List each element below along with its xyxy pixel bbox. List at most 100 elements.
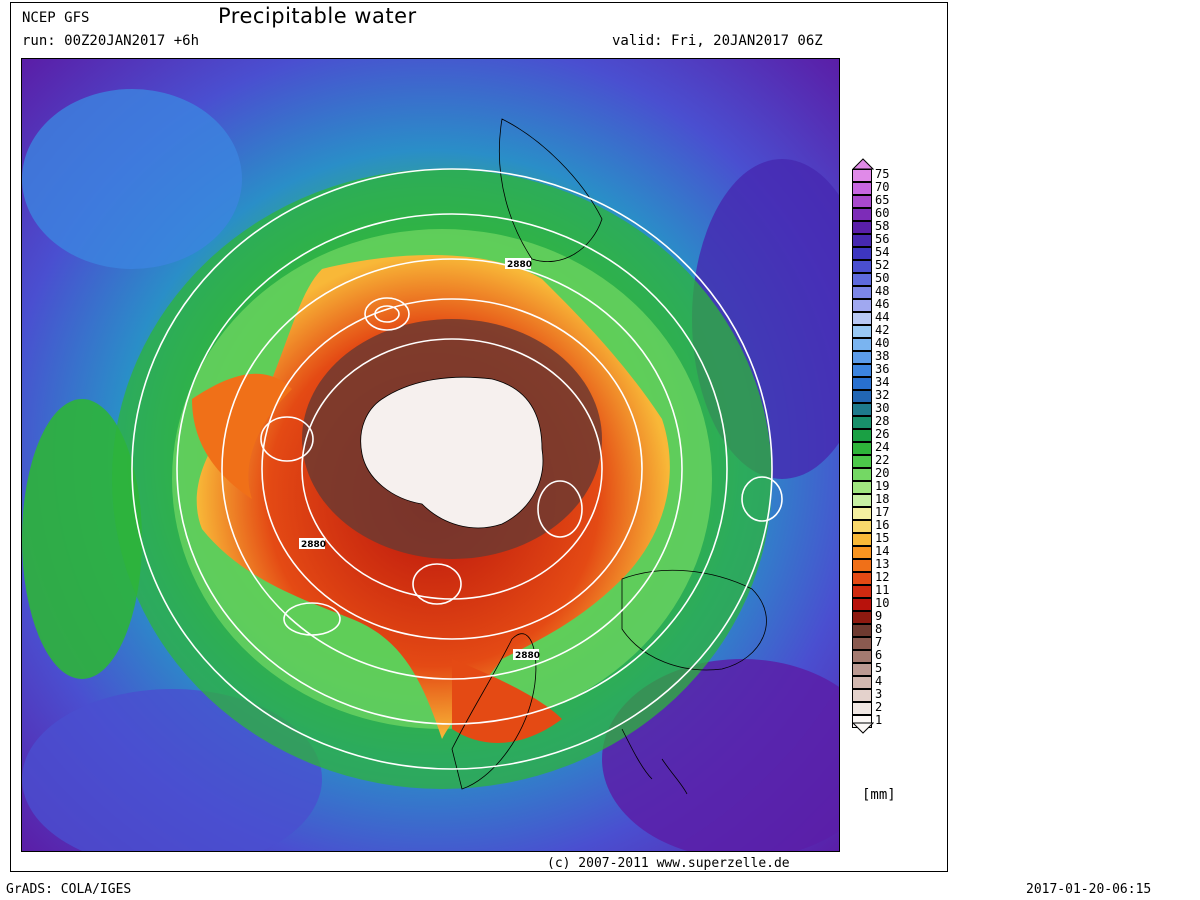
- legend-label: 28: [875, 414, 890, 428]
- legend-swatch: [852, 650, 872, 663]
- legend-entry: 6: [852, 649, 942, 663]
- legend-label: 3: [875, 687, 883, 701]
- legend-label: 10: [875, 596, 890, 610]
- legend-swatch: [852, 403, 872, 416]
- map-canvas: 2880 2880 2880: [22, 59, 839, 851]
- legend-label: 38: [875, 349, 890, 363]
- legend-label: 16: [875, 518, 890, 532]
- legend-swatch: [852, 169, 872, 182]
- legend-label: 5: [875, 661, 883, 675]
- legend-label: 18: [875, 492, 890, 506]
- legend-entry: 34: [852, 376, 942, 390]
- legend-swatch: [852, 637, 872, 650]
- legend-label: 13: [875, 557, 890, 571]
- legend-entry: 65: [852, 193, 942, 208]
- australia-outline: [621, 569, 767, 671]
- legend-bottom-arrow: [852, 722, 874, 734]
- legend-swatch: [852, 221, 872, 234]
- legend-entry: 28: [852, 414, 942, 429]
- contour-label-box: [299, 538, 325, 549]
- legend-label: 70: [875, 180, 890, 194]
- contour-line: [537, 480, 583, 538]
- legend-entry: 12: [852, 571, 942, 585]
- legend-entry: 3: [852, 687, 942, 702]
- legend-label: 19: [875, 479, 890, 493]
- model-name: NCEP GFS: [22, 10, 90, 26]
- legend-label: 42: [875, 323, 890, 337]
- africa-outline: [499, 118, 603, 262]
- contour-label: 2880: [515, 651, 540, 661]
- legend-entry: 17: [852, 506, 942, 520]
- contour-line: [260, 416, 314, 462]
- legend-entry: 70: [852, 180, 942, 195]
- legend-swatch: [852, 260, 872, 273]
- legend-swatch: [852, 416, 872, 429]
- legend-entry: 56: [852, 233, 942, 247]
- legend-label: 2: [875, 700, 883, 714]
- legend-swatch: [852, 338, 872, 351]
- legend-swatch: [852, 286, 872, 299]
- color-legend: 75 70 65 60 58 56 54 52 50 48 46 44 42 40 38 36 34 32 30 28…: [852, 158, 942, 738]
- legend-entry: 30: [852, 402, 942, 416]
- precipitable-water-map: 2880 2880 2880: [21, 58, 840, 852]
- run-time: run: 00Z20JAN2017 +6h: [22, 33, 200, 49]
- contour-line: [741, 476, 783, 522]
- legend-swatch: [852, 533, 872, 546]
- legend-swatch: [852, 377, 872, 390]
- legend-label: 14: [875, 544, 890, 558]
- legend-swatch: [852, 299, 872, 312]
- moist-region: [22, 89, 242, 269]
- legend-unit: [mm]: [862, 787, 896, 803]
- legend-label: 9: [875, 609, 883, 623]
- generation-timestamp: 2017-01-20-06:15: [1026, 882, 1152, 897]
- legend-label: 7: [875, 635, 883, 649]
- legend-entry: 60: [852, 207, 942, 221]
- legend-entry: 10: [852, 596, 942, 611]
- legend-swatch: [852, 468, 872, 481]
- legend-swatch: [852, 312, 872, 325]
- legend-label: 40: [875, 336, 890, 350]
- legend-label: 11: [875, 583, 890, 597]
- legend-swatch: [852, 611, 872, 624]
- contour-line: [221, 258, 683, 680]
- contour-line: [176, 213, 728, 725]
- dry-arm: [192, 373, 292, 499]
- legend-label: 20: [875, 466, 890, 480]
- legend-swatch: [852, 442, 872, 455]
- legend-entry: 18: [852, 492, 942, 507]
- legend-label: 46: [875, 297, 890, 311]
- new-zealand-outline: [621, 728, 688, 795]
- legend-swatch: [852, 624, 872, 637]
- legend-swatch: [852, 195, 872, 208]
- legend-swatch: [852, 676, 872, 689]
- legend-entry: 16: [852, 518, 942, 533]
- legend-swatch: [852, 234, 872, 247]
- moist-region: [22, 399, 142, 679]
- legend-entry: 11: [852, 583, 942, 598]
- contour-line: [283, 602, 341, 636]
- legend-entry: 46: [852, 297, 942, 312]
- legend-label: 36: [875, 362, 890, 376]
- legend-label: 1: [875, 713, 883, 727]
- legend-swatch: [852, 494, 872, 507]
- grads-credit: GrADS: COLA/IGES: [6, 882, 132, 897]
- legend-entry: 8: [852, 622, 942, 637]
- legend-entry: 14: [852, 544, 942, 559]
- geopotential-contours: [131, 168, 783, 770]
- legend-entry: 24: [852, 440, 942, 455]
- contour-line: [131, 168, 773, 770]
- legend-label: 24: [875, 440, 890, 454]
- legend-entry: 42: [852, 323, 942, 338]
- legend-swatch: [852, 689, 872, 702]
- contour-line: [374, 305, 400, 323]
- legend-swatch: [852, 364, 872, 377]
- legend-swatch: [852, 481, 872, 494]
- legend-entry: 58: [852, 220, 942, 234]
- legend-entry: 32: [852, 389, 942, 403]
- legend-entry: 2: [852, 700, 942, 715]
- legend-entry: 54: [852, 246, 942, 260]
- legend-swatch: [852, 247, 872, 260]
- legend-swatch: [852, 390, 872, 403]
- legend-label: 65: [875, 193, 890, 207]
- legend-label: 8: [875, 622, 883, 636]
